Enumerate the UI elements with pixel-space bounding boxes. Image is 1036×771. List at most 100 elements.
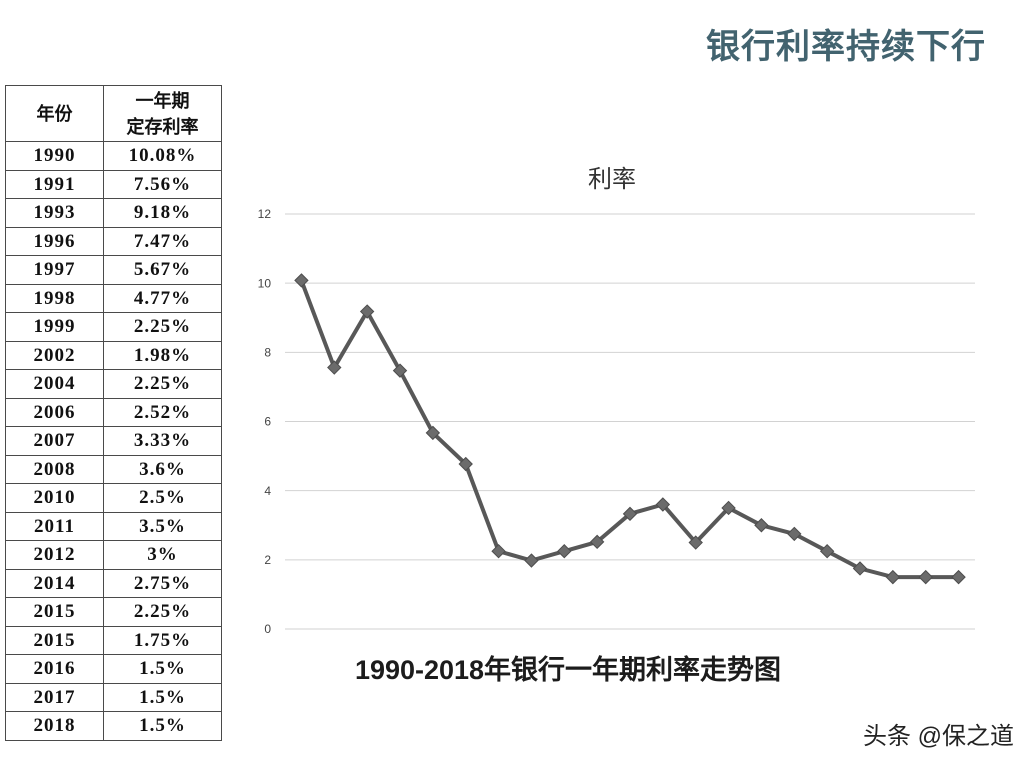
header-rate-line1: 一年期 [135, 90, 190, 111]
rate-cell: 1.98% [103, 340, 222, 370]
table-row: 1991 7.56% [5, 169, 222, 199]
data-point [655, 497, 671, 512]
year-cell: 2004 [5, 369, 104, 399]
data-point [425, 425, 441, 441]
data-point [524, 553, 539, 568]
year-cell: 2015 [5, 625, 104, 655]
table-row: 2008 3.6% [5, 454, 222, 484]
table-row: 2012 3% [5, 540, 222, 570]
year-cell: 1997 [5, 255, 104, 285]
y-tick-label: 4 [264, 484, 271, 498]
rate-cell: 2.5% [103, 483, 222, 513]
table-row: 2015 1.75% [5, 625, 222, 655]
table-row: 2006 2.52% [5, 397, 222, 427]
table-header: 年份 一年期 定存利率 [5, 85, 222, 142]
y-axis-tick-labels: 0 2 4 6 8 10 12 [258, 207, 272, 636]
rate-cell: 2.52% [103, 397, 222, 427]
year-cell: 2014 [5, 568, 104, 598]
year-cell: 1999 [5, 312, 104, 342]
data-point [392, 363, 408, 378]
table-row: 2004 2.25% [5, 369, 222, 399]
chart-caption: 1990-2018年银行一年期利率走势图 [354, 655, 782, 685]
y-tick-label: 0 [264, 622, 271, 636]
year-cell: 2016 [5, 654, 104, 684]
rate-cell: 7.47% [103, 226, 222, 256]
data-point [359, 304, 375, 319]
data-point [787, 526, 802, 542]
rate-cell: 1.5% [103, 711, 222, 741]
data-point [688, 535, 703, 550]
table-row: 2007 3.33% [5, 426, 222, 456]
year-cell: 2002 [5, 340, 104, 370]
table-row: 2016 1.5% [5, 654, 222, 684]
rate-cell: 1.5% [103, 682, 222, 712]
table-row: 1990 10.08% [5, 141, 222, 171]
rate-cell: 1.75% [103, 625, 222, 655]
chart-title: 利率 [588, 166, 636, 193]
year-cell: 2012 [5, 540, 104, 570]
year-cell: 2007 [5, 426, 104, 456]
rate-cell: 2.75% [103, 568, 222, 598]
year-cell: 1996 [5, 226, 104, 256]
rate-cell: 4.77% [103, 283, 222, 313]
year-cell: 2015 [5, 597, 104, 627]
rate-cell: 10.08% [103, 141, 222, 171]
series-line [299, 278, 961, 580]
rate-cell: 2.25% [103, 369, 222, 399]
table-row: 2017 1.5% [5, 682, 222, 712]
year-cell: 1991 [5, 169, 104, 199]
rate-cell: 2.25% [103, 312, 222, 342]
rate-table: 年份 一年期 定存利率 1990 10.08% 1991 7.56% 1993 9.1… [5, 85, 222, 741]
y-tick-label: 2 [264, 553, 271, 567]
data-point [589, 534, 605, 550]
table-row: 1996 7.47% [5, 226, 222, 256]
table-row: 2002 1.98% [5, 340, 222, 370]
data-point [458, 456, 473, 472]
data-point [819, 543, 835, 559]
y-tick-label: 6 [264, 415, 271, 429]
year-cell: 1990 [5, 141, 104, 171]
year-cell: 2018 [5, 711, 104, 741]
table-row: 1997 5.67% [5, 255, 222, 285]
data-point [951, 569, 966, 585]
rate-cell: 3% [103, 540, 222, 570]
table-row: 1999 2.25% [5, 312, 222, 342]
table-row: 2014 2.75% [5, 568, 222, 598]
data-point [491, 543, 506, 559]
year-cell: 2006 [5, 397, 104, 427]
header-rate: 一年期 定存利率 [103, 85, 222, 142]
year-cell: 2008 [5, 454, 104, 484]
table-row: 2011 3.5% [5, 511, 222, 541]
y-tick-label: 8 [264, 346, 271, 360]
rate-cell: 2.25% [103, 597, 222, 627]
rate-cell: 7.56% [103, 169, 222, 199]
data-points [294, 273, 966, 585]
year-cell: 1993 [5, 198, 104, 228]
data-point [754, 518, 769, 533]
rate-cell: 3.33% [103, 426, 222, 456]
year-cell: 2010 [5, 483, 104, 513]
data-point [721, 500, 736, 516]
data-point [885, 569, 901, 585]
table-row: 2015 2.25% [5, 597, 222, 627]
rate-cell: 1.5% [103, 654, 222, 684]
table-row: 1998 4.77% [5, 283, 222, 313]
data-point [918, 569, 933, 585]
header-year: 年份 [5, 85, 104, 142]
header-rate-line2: 定存利率 [126, 116, 199, 137]
line-chart: 0 2 4 6 8 10 12 [258, 207, 975, 636]
watermark: 头条 @保之道 [862, 723, 1014, 750]
data-point [557, 543, 572, 559]
data-point [327, 360, 342, 375]
table-row: 2010 2.5% [5, 483, 222, 513]
rate-cell: 3.6% [103, 454, 222, 484]
rate-cell: 5.67% [103, 255, 222, 285]
data-point [294, 273, 309, 288]
data-point [622, 506, 638, 522]
y-tick-label: 12 [258, 207, 272, 221]
table-row: 1993 9.18% [5, 198, 222, 228]
rate-cell: 3.5% [103, 511, 222, 541]
rate-cell: 9.18% [103, 198, 222, 228]
year-cell: 2017 [5, 682, 104, 712]
